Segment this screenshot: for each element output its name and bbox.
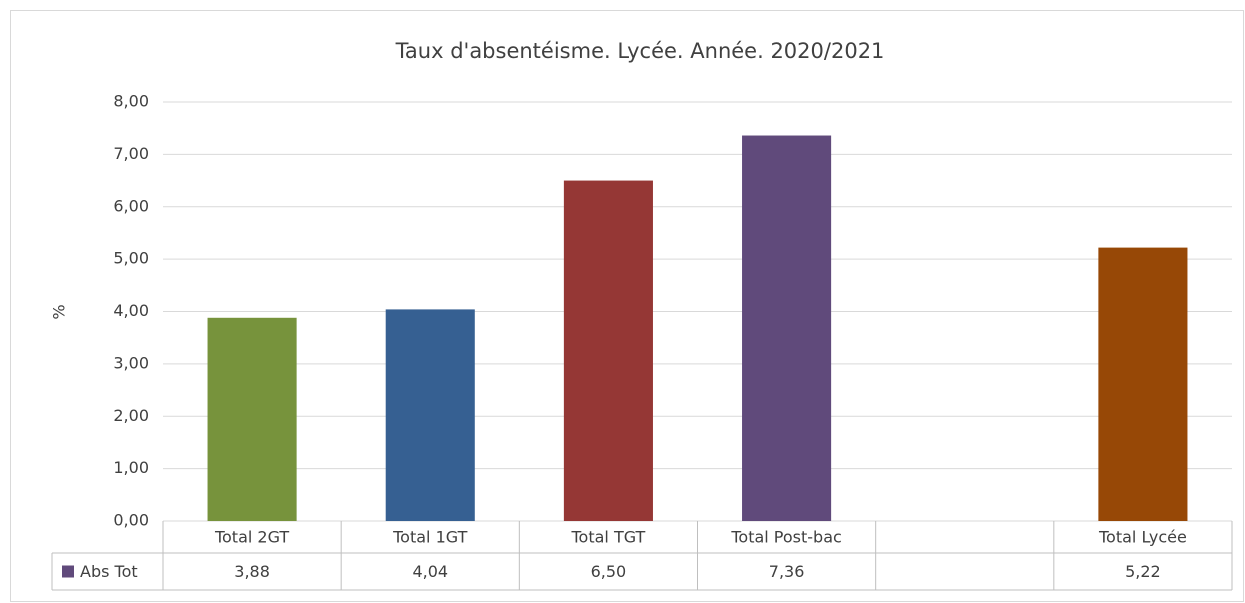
- x-tick-label: Total 2GT: [214, 528, 289, 547]
- legend-key: [62, 565, 74, 578]
- y-tick-label: 2,00: [113, 406, 149, 425]
- y-tick-label: 8,00: [113, 92, 149, 111]
- table-value: 4,04: [412, 562, 448, 581]
- y-tick-label: 5,00: [113, 249, 149, 268]
- bar: [385, 309, 475, 521]
- y-tick-label: 0,00: [113, 511, 149, 530]
- y-axis-label: %: [50, 304, 69, 319]
- y-tick-label: 1,00: [113, 458, 149, 477]
- bar: [742, 135, 832, 521]
- y-tick-label: 6,00: [113, 196, 149, 215]
- y-tick-label: 7,00: [113, 144, 149, 163]
- legend-label: Abs Tot: [80, 562, 138, 581]
- bar: [207, 317, 297, 521]
- x-tick-label: Total Lycée: [1098, 528, 1187, 547]
- x-tick-label: Total Post-bac: [730, 528, 841, 547]
- chart-title: Taux d'absentéisme. Lycée. Année. 2020/2…: [395, 39, 885, 63]
- table-value: 3,88: [234, 562, 270, 581]
- x-tick-label: Total TGT: [571, 528, 646, 547]
- x-tick-label: Total 1GT: [392, 528, 467, 547]
- y-tick-label: 3,00: [113, 353, 149, 372]
- bar: [1098, 247, 1188, 522]
- table-value: 7,36: [769, 562, 805, 581]
- bar: [563, 180, 653, 521]
- table-value: 6,50: [591, 562, 627, 581]
- table-value: 5,22: [1125, 562, 1161, 581]
- y-tick-label: 4,00: [113, 301, 149, 320]
